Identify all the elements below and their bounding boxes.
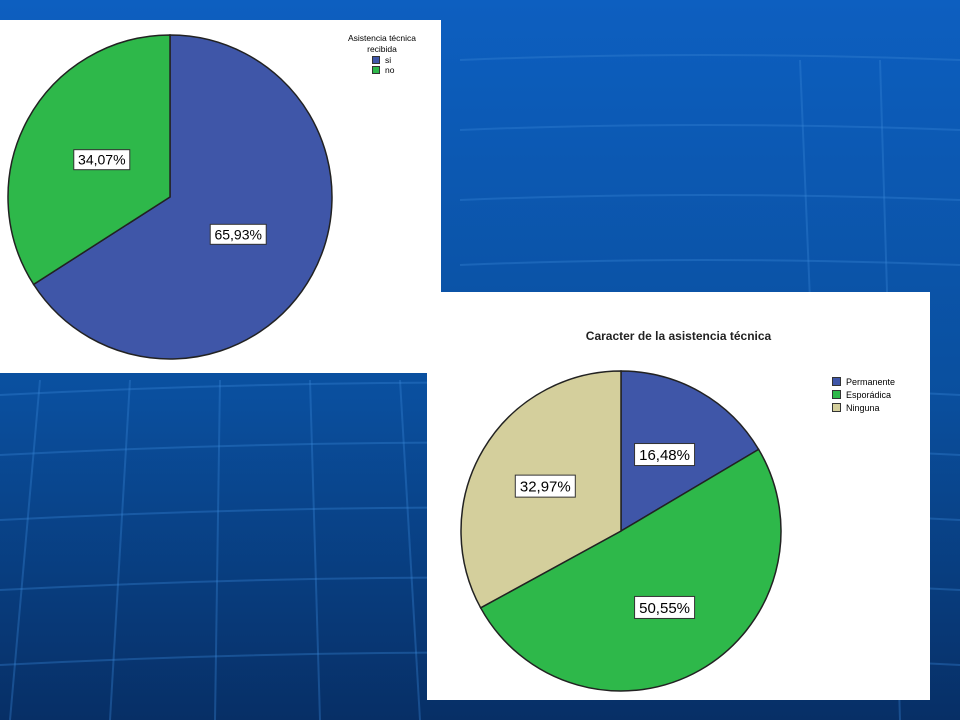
legend-asistencia-recibida: Asistencia técnica recibida si no [336,33,428,75]
legend-swatch-permanente [832,377,841,386]
legend-label-permanente: Permanente [846,376,896,387]
legend-title: Asistencia técnica recibida [347,33,417,54]
legend-item-permanente: Permanente [832,375,895,388]
pie-chart-caracter-asistencia: 16,48% 50,55% 32,97% [460,370,782,692]
pie-chart-asistencia-recibida: 65,93% 34,07% [7,34,333,360]
chart-panel-caracter-asistencia: Caracter de la asistencia técnica 16,48%… [427,292,930,700]
svg-text:50,55%: 50,55% [639,600,690,617]
svg-text:34,07%: 34,07% [78,152,125,168]
legend-caracter-asistencia: Permanente Esporádica Ninguna [832,375,895,414]
pie-slice-esporádica [479,448,782,692]
legend-swatch-no [372,66,380,74]
legend-item-ninguna: Ninguna [832,401,895,414]
legend-label-esporadica: Esporádica [846,389,892,400]
legend-swatch-si [372,56,380,64]
legend-label-no: no [385,65,395,75]
pie-label-si: 65,93% [209,223,267,245]
legend-swatch-ninguna [832,403,841,412]
chart-panel-asistencia-recibida: 65,93% 34,07% Asistencia técnica recibida… [0,20,441,373]
legend-label-si: si [385,55,392,65]
chart-title: Caracter de la asistencia técnica [585,329,772,343]
pie-label-ninguna: 32,97% [514,474,576,498]
legend-item-no: no [372,65,428,75]
legend-item-esporadica: Esporádica [832,388,895,401]
pie-label-no: 34,07% [73,149,131,171]
legend-swatch-esporadica [832,390,841,399]
svg-text:65,93%: 65,93% [214,226,261,242]
legend-item-si: si [372,55,428,65]
pie-label-esporádica: 50,55% [634,595,696,619]
svg-text:16,48%: 16,48% [639,447,690,464]
pie-label-permanente: 16,48% [634,443,696,467]
svg-text:32,97%: 32,97% [520,479,571,496]
pie-slice-si [32,34,333,360]
legend-label-ninguna: Ninguna [846,402,880,413]
